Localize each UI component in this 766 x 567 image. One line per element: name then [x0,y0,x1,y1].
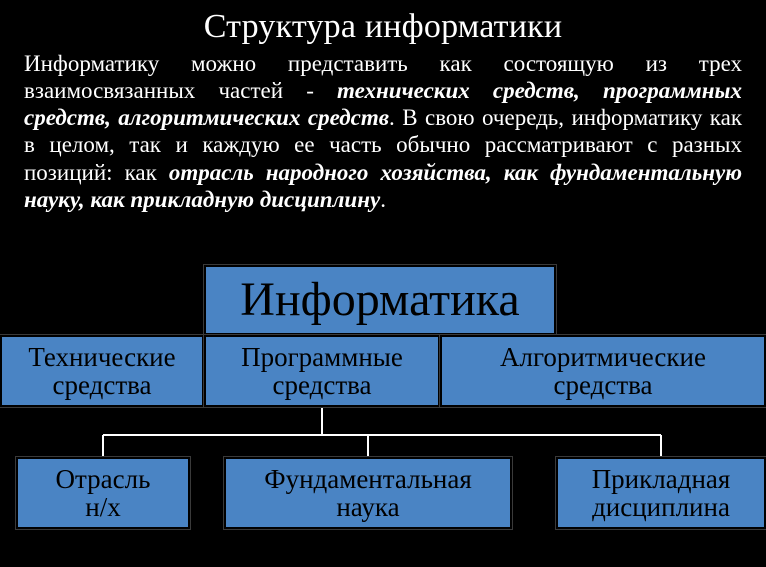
node-sci: Фундаментальнаянаука [224,457,512,529]
para-text-3: . [380,187,386,212]
diagram: ИнформатикаТехническиесредстваПрограммны… [0,265,766,567]
node-tech: Техническиесредства [0,335,204,407]
slide-title: Структура информатики [22,8,744,46]
node-algo: Алгоритмическиесредства [440,335,766,407]
node-branch: Отрасльн/х [16,457,190,529]
body-paragraph: Информатику можно представить как состоя… [24,50,742,213]
slide: Структура информатики Информатику можно … [0,0,766,567]
node-app: Прикладнаядисциплина [556,457,766,529]
node-prog: Программныесредства [204,335,440,407]
node-root: Информатика [204,265,556,335]
